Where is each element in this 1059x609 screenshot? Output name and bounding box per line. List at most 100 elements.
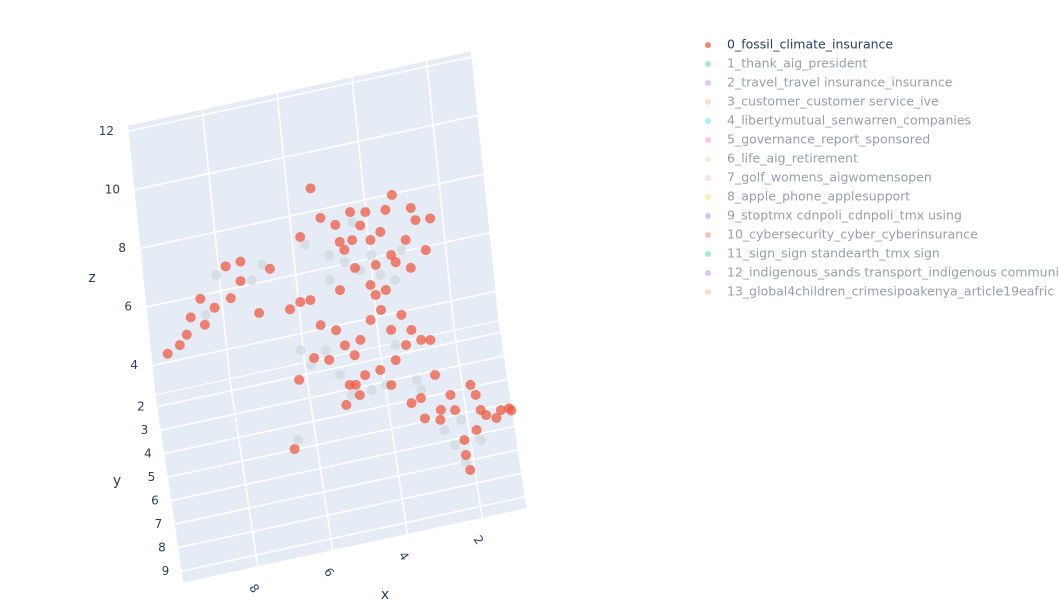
points xyxy=(162,183,517,476)
legend-item[interactable]: 13_global4children_crimesipoakenya_artic… xyxy=(705,284,1054,299)
legend-item[interactable]: 5_governance_report_sponsored xyxy=(705,132,930,147)
data-point xyxy=(459,435,470,446)
data-point xyxy=(365,315,376,326)
y-tick-label: 5 xyxy=(148,470,156,484)
data-point xyxy=(264,263,275,274)
data-point xyxy=(195,293,206,304)
data-point xyxy=(439,425,450,436)
legend-item[interactable]: 6_life_aig_retirement xyxy=(705,151,858,166)
legend-item[interactable]: 1_thank_aig_president xyxy=(705,56,867,71)
data-point xyxy=(415,393,426,404)
data-point xyxy=(495,405,506,416)
data-point xyxy=(324,275,335,286)
grid-line xyxy=(489,232,519,421)
legend-item[interactable]: 12_indigenous_sands transport_indigenous… xyxy=(705,265,1059,280)
legend-item[interactable]: 8_apple_phone_applesupport xyxy=(705,189,910,204)
legend-label: 0_fossil_climate_insurance xyxy=(727,37,893,52)
data-point xyxy=(460,449,471,460)
data-point xyxy=(390,274,401,285)
data-point xyxy=(376,304,387,315)
data-point xyxy=(416,334,427,345)
legend-marker xyxy=(705,118,711,124)
legend-item[interactable]: 7_golf_womens_aigwomensopen xyxy=(705,170,932,185)
data-point xyxy=(235,256,246,267)
data-point xyxy=(300,239,311,250)
grid-line xyxy=(276,92,306,363)
data-point xyxy=(416,384,427,395)
legend-label: 2_travel_travel insurance_insurance xyxy=(727,75,953,90)
data-point xyxy=(425,213,436,224)
data-point xyxy=(386,379,397,390)
z-tick-label: 12 xyxy=(99,124,114,138)
legend-item[interactable]: 0_fossil_climate_insurance xyxy=(705,37,893,52)
data-point xyxy=(347,235,358,246)
legend-item[interactable]: 11_sign_sign standearth_tmx sign xyxy=(705,246,940,261)
legend-marker xyxy=(705,289,711,295)
grid-line xyxy=(477,115,507,304)
legend-marker xyxy=(705,80,711,86)
legend-marker xyxy=(705,232,711,238)
data-point xyxy=(375,270,386,281)
z-tick-label: 6 xyxy=(124,300,132,314)
z-tick-label: 8 xyxy=(118,241,126,255)
data-point xyxy=(295,296,306,307)
legend-marker xyxy=(705,251,711,257)
y-tick-label: 8 xyxy=(158,540,166,554)
data-point xyxy=(396,245,407,256)
y-tick-label: 4 xyxy=(144,446,152,460)
z-tick-label: 4 xyxy=(130,358,138,372)
legend-label: 10_cybersecurity_cyber_cyberinsurance xyxy=(727,227,978,242)
grid-line xyxy=(167,401,512,478)
data-point xyxy=(225,293,236,304)
legend-item[interactable]: 3_customer_customer service_ive xyxy=(705,94,939,109)
data-point xyxy=(370,289,381,300)
data-point xyxy=(406,398,417,409)
data-point xyxy=(366,250,377,261)
x-tick-label: 6 xyxy=(321,565,337,579)
grid-line xyxy=(170,425,515,502)
data-point xyxy=(405,202,416,213)
z-axis-title: z xyxy=(88,270,95,286)
grid-line xyxy=(229,378,259,567)
data-point xyxy=(331,325,342,336)
grid-line xyxy=(303,362,334,551)
legend-item[interactable]: 9_stoptmx cdnpoli_cdnpoli_tmx using xyxy=(705,208,962,223)
data-point xyxy=(354,390,365,401)
legend-label: 11_sign_sign standearth_tmx sign xyxy=(727,246,940,261)
legend-marker xyxy=(705,270,711,276)
legend-item[interactable]: 2_travel_travel insurance_insurance xyxy=(705,75,953,90)
legend-item[interactable]: 10_cybersecurity_cyber_cyberinsurance xyxy=(705,227,978,242)
data-point xyxy=(324,354,335,365)
x-tick-label: 8 xyxy=(246,581,262,595)
data-point xyxy=(339,257,350,268)
data-point xyxy=(211,269,222,280)
data-point xyxy=(445,389,456,400)
data-point xyxy=(162,348,173,359)
data-point xyxy=(257,259,268,270)
data-point xyxy=(339,244,350,255)
legend-label: 7_golf_womens_aigwomensopen xyxy=(727,170,932,185)
y-tick-label: 6 xyxy=(151,493,159,507)
data-point xyxy=(375,365,386,376)
data-point xyxy=(315,212,326,223)
data-point xyxy=(349,350,360,361)
x-axis-title: x xyxy=(381,587,389,603)
data-point xyxy=(320,345,331,356)
legend-label: 8_apple_phone_applesupport xyxy=(727,189,910,204)
data-point xyxy=(475,434,486,445)
y-tick-label: 7 xyxy=(155,517,163,531)
data-point xyxy=(365,235,376,246)
data-point xyxy=(360,207,371,218)
legend-label: 12_indigenous_sands transport_indigenous… xyxy=(727,265,1059,280)
data-point xyxy=(380,285,391,296)
data-point xyxy=(365,279,376,290)
legend-label: 5_governance_report_sponsored xyxy=(727,132,930,147)
data-point xyxy=(295,345,306,356)
data-point xyxy=(200,309,211,320)
data-point xyxy=(246,275,257,286)
data-point xyxy=(334,285,345,296)
grid-line xyxy=(156,331,501,408)
legend-item[interactable]: 4_libertymutual_senwarren_companies xyxy=(705,113,971,128)
data-point xyxy=(305,183,316,194)
